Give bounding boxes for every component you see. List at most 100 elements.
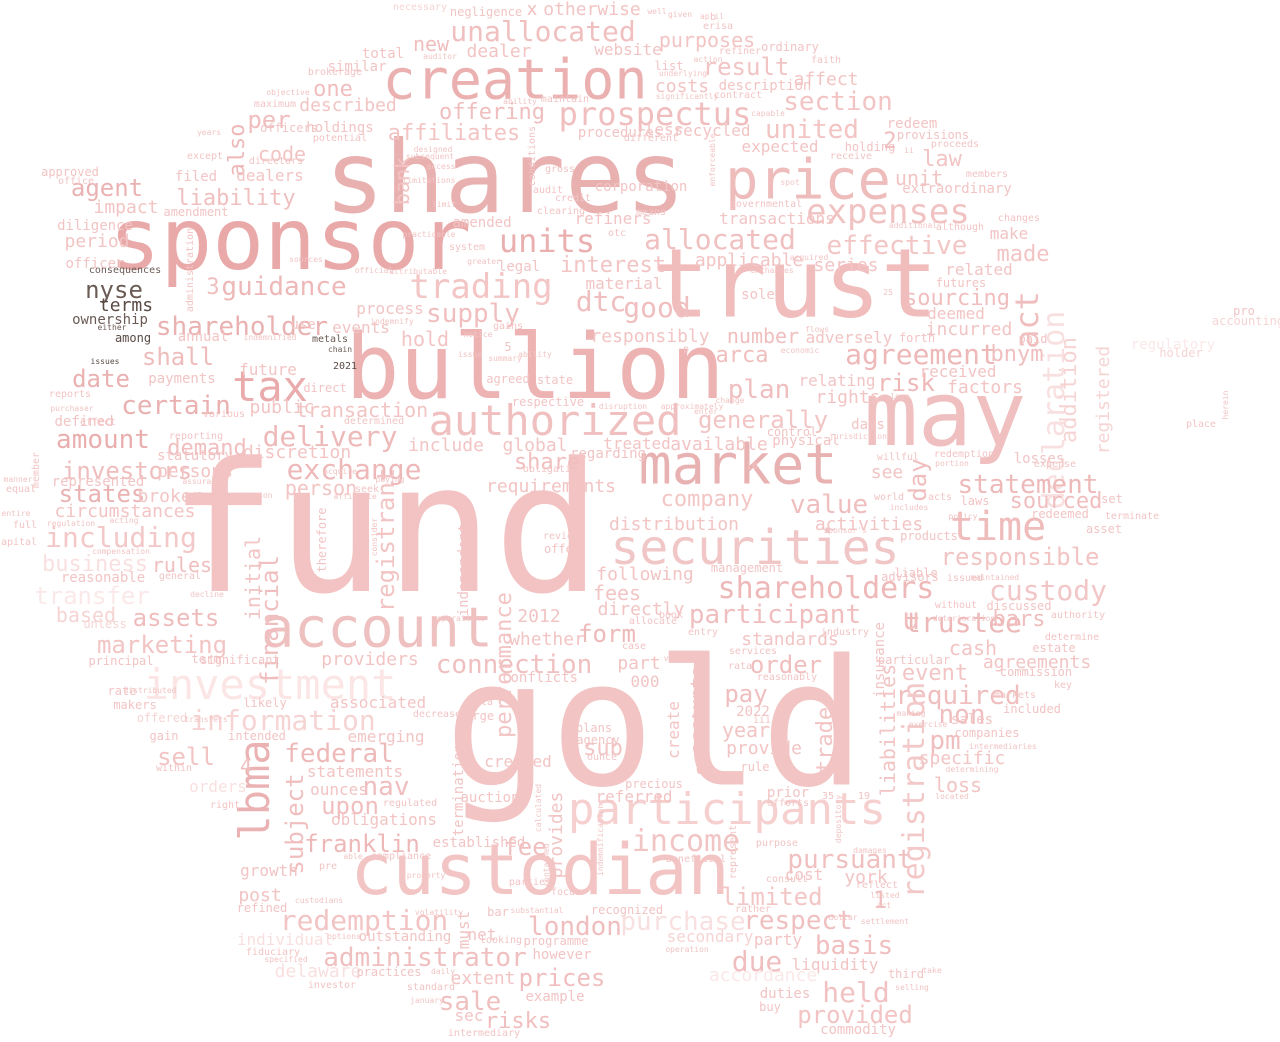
word-regarding: regarding [570, 446, 646, 462]
word-loss: loss [933, 773, 983, 797]
word-accordance: accordance [708, 965, 818, 986]
word-regulated: regulated [382, 798, 438, 809]
word-code: code [257, 142, 307, 166]
word-governmental: governmental [729, 199, 803, 210]
word-certain: certain [121, 391, 231, 421]
word-world: world [873, 492, 905, 503]
word-public: public [249, 397, 315, 418]
word-holding: holding [844, 140, 896, 154]
word-programme: programme [523, 934, 589, 948]
word-investor: investor [307, 980, 357, 991]
word-represent: represent [728, 824, 739, 880]
word-number: number [726, 324, 800, 348]
word-january: january [410, 996, 444, 1005]
word-discretion: discretion [242, 442, 352, 463]
word-regulatory: regulatory [1130, 337, 1216, 353]
word-ability: ability [503, 97, 537, 106]
word-may: may [863, 362, 1027, 467]
word-performance: performance [492, 592, 517, 738]
word-sponsor: sponsor [108, 190, 472, 290]
word-19: 19 [857, 791, 871, 802]
word-total: total [361, 46, 405, 62]
word-sale: sale [438, 987, 502, 1017]
word-pay: pay [724, 680, 768, 708]
word-disruption: disruption [598, 402, 648, 411]
word-sub: sub [583, 736, 623, 761]
word-damages: damages [853, 846, 887, 855]
word-cash: cash [948, 636, 998, 660]
word-trust: trust [652, 229, 938, 340]
word-includes: includes [889, 503, 929, 512]
word-time: time [949, 504, 1047, 550]
word-due: due [731, 945, 783, 978]
word-sec: sec [454, 1006, 484, 1025]
word-changes: changes [997, 213, 1041, 224]
word-officers: officers [260, 121, 318, 135]
word-set: set [1101, 492, 1123, 506]
word-exercise: exercise [908, 720, 948, 729]
word-offer: offer [543, 542, 581, 556]
word-reporting: reporting [168, 431, 224, 442]
word-hold: hold [400, 327, 450, 351]
word-similar: similar [327, 59, 387, 75]
word-redemptions: redemptions [933, 449, 1001, 460]
word-precious: precious [625, 777, 683, 791]
word-spot: spot [780, 178, 800, 187]
word-entry: entry [687, 627, 719, 638]
word-erisa: erisa [702, 21, 734, 32]
word-property: property [406, 871, 446, 880]
word-directors: directors [248, 156, 304, 167]
word-investors: investors [61, 457, 193, 485]
word-independent: independent [456, 523, 472, 617]
word-buy: buy [759, 1000, 781, 1014]
word-amount: amount [56, 425, 150, 455]
word-access: access [426, 162, 456, 171]
word-affiliates: affiliates [387, 121, 521, 146]
word-impact: impact [93, 197, 159, 218]
word-directly: directly [597, 599, 685, 620]
word-although: although [935, 222, 985, 233]
word-consequences: consequences [88, 265, 162, 276]
word-ounces: ounces [310, 780, 368, 799]
word-loan: loan [890, 392, 910, 401]
word-statements: statements [306, 762, 404, 781]
word-effective: effective [826, 231, 968, 261]
word-determining: determining [945, 765, 999, 774]
word-member: member [31, 451, 42, 489]
word-practices: practices [356, 965, 422, 979]
word-day: day [904, 458, 932, 502]
word-secondary: secondary [666, 927, 754, 946]
word-futures: futures [935, 276, 987, 290]
word-intermediaries: intermediaries [969, 742, 1037, 751]
word-flows: flows [804, 325, 830, 334]
word-agent: agent [70, 174, 144, 202]
word-either: either [97, 323, 127, 332]
word-willful: willful [876, 452, 920, 463]
word-year: year [721, 718, 771, 742]
word-list: list [654, 59, 684, 73]
word-transactions: transactions [719, 209, 835, 228]
word-custody: custody [988, 574, 1108, 607]
word-transfer: transfer [34, 582, 150, 610]
word-ownership: ownership [72, 312, 148, 328]
word-audit: audit [532, 185, 564, 196]
word-operations: operations [436, 614, 486, 623]
word-extent: extent [450, 968, 516, 989]
word-sponsor-s: sponsor's [823, 526, 867, 535]
word-description: description [718, 78, 812, 94]
word-officer: officer [65, 256, 125, 272]
word-action: action [693, 55, 723, 64]
word-negligence: negligence [449, 5, 523, 19]
word-ap: ap [462, 582, 472, 591]
word-securities: securities [610, 520, 900, 576]
word-outstanding: outstanding [358, 929, 452, 945]
word-non: non [938, 700, 986, 730]
word-act2: act [876, 901, 892, 910]
word-enter: enter [693, 407, 719, 416]
word-states: states [58, 480, 146, 508]
word-accounts: accounts [687, 666, 708, 754]
word-defined: defined [54, 414, 114, 430]
word-statutory: statutory [157, 448, 233, 464]
word-refined: refined [236, 901, 288, 915]
